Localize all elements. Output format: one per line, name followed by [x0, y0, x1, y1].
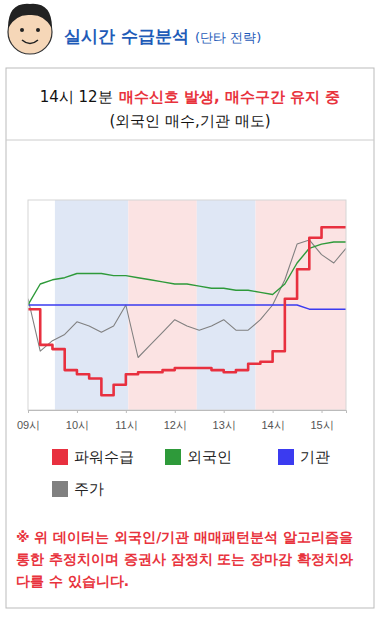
- tick-mark: [126, 410, 127, 413]
- plot-frame: [28, 200, 346, 410]
- legend: 파워수급 외국인 기관주가: [52, 448, 330, 498]
- avatar-hair: [8, 4, 52, 28]
- series-line: [28, 305, 346, 309]
- plot: [28, 200, 346, 410]
- signal: 14시 12분 매수신호 발생, 매수구간 유지 중: [40, 88, 341, 106]
- tick: 14시: [261, 410, 284, 431]
- tick-label: 09시: [17, 419, 40, 431]
- tick-label: 12시: [164, 419, 187, 431]
- legend-label: 외국인: [187, 448, 232, 466]
- subtitle: (단타 전략): [195, 30, 261, 45]
- series-line: [28, 227, 346, 395]
- tick-label: 14시: [261, 419, 284, 431]
- note-line: ※ 위 데이터는 외국인/기관 매매패턴분석 알고리즘을: [16, 529, 358, 545]
- avatar-mouth: [22, 40, 38, 44]
- tick: 09시: [17, 410, 40, 431]
- tick-mark: [28, 410, 29, 413]
- tick-mark: [77, 410, 78, 413]
- legend-swatch: [165, 449, 181, 465]
- tick-mark: [175, 410, 176, 413]
- tick-mark: [322, 410, 323, 413]
- legend-label: 주가: [74, 480, 104, 498]
- tick-label: 15시: [310, 419, 333, 431]
- avatar: [8, 4, 52, 54]
- x-axis: 09시 10시 11시 12시 13시 14시 15시: [17, 410, 347, 431]
- tick-label: 10시: [66, 419, 89, 431]
- legend-swatch: [52, 449, 68, 465]
- note-line: 통한 추정치이며 증권사 잠정치 또는 장마감 확정치와: [16, 551, 358, 567]
- x-axis-line: [29, 411, 347, 414]
- signal-text: 매수신호 발생, 매수구간 유지 중: [119, 88, 341, 106]
- note: ※ 위 데이터는 외국인/기관 매매패턴분석 알고리즘을 통한 추정치이며 증권…: [16, 529, 358, 589]
- tick-label: 13시: [213, 419, 236, 431]
- avatar-eye: [20, 28, 24, 32]
- separator: [6, 140, 374, 141]
- tick: 11시: [115, 410, 137, 431]
- tick-mark: [273, 410, 274, 413]
- note-line: 다를 수 있습니다.: [16, 573, 129, 589]
- legend-swatch: [278, 449, 294, 465]
- tick-mark: [224, 410, 225, 413]
- tick: 12시: [164, 410, 187, 431]
- legend-label: 기관: [300, 448, 330, 466]
- title: 실시간 수급분석: [64, 26, 189, 46]
- page: 실시간 수급분석 (단타 전략) 14시 12분 매수신호 발생, 매수구간 유지 중…: [0, 0, 380, 622]
- tick: 13시: [213, 410, 236, 431]
- tick-label: 11시: [115, 419, 137, 431]
- panel-frame: [6, 68, 374, 608]
- avatar-eye: [36, 28, 40, 32]
- tick: 15시: [310, 410, 333, 431]
- tick: 10시: [66, 410, 89, 431]
- signal-time: 14시 12분: [40, 88, 113, 106]
- legend-swatch: [52, 481, 68, 497]
- signal-detail: (외국인 매수,기관 매도): [109, 112, 270, 130]
- legend-label: 파워수급: [74, 448, 134, 466]
